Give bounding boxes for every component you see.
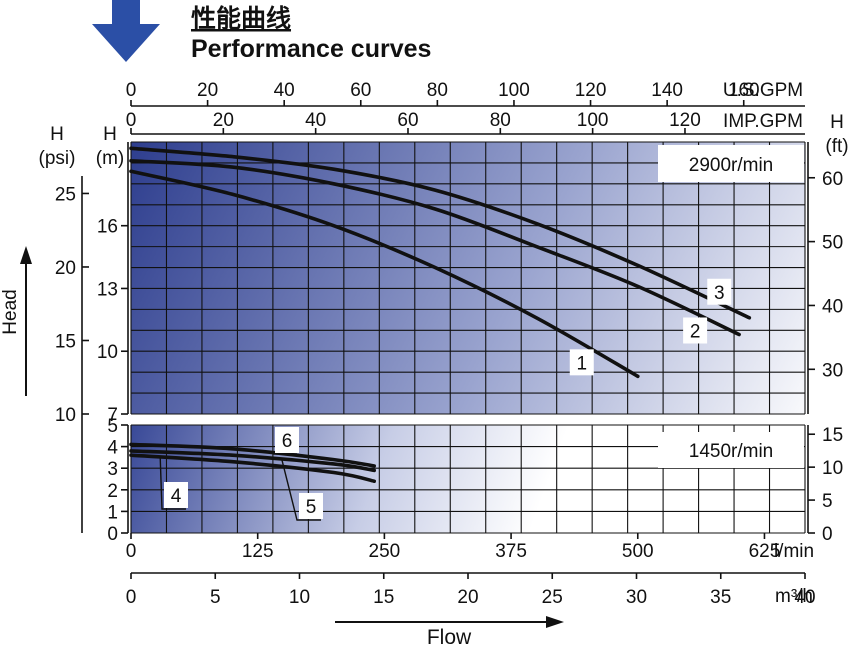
m3h-tick-label: 35 <box>710 587 731 608</box>
usgpm-tick-label: 40 <box>274 80 295 101</box>
usgpm-tick-label: 80 <box>427 80 448 101</box>
y-title-psi-h: H <box>50 124 64 145</box>
curve-label-6-box <box>275 427 299 453</box>
y-title-psi-unit: (psi) <box>39 148 76 169</box>
m-tick-label: 13 <box>97 279 118 300</box>
usgpm-tick-label: 160 <box>728 80 760 101</box>
svg-text:Head: Head <box>0 289 21 334</box>
m-tick-label: 10 <box>97 342 118 363</box>
usgpm-tick-label: 100 <box>498 80 530 101</box>
curve-label-3-box <box>707 278 732 305</box>
m-tick-label-lower: 0 <box>107 524 118 545</box>
m3h-unit-label: m³/h <box>775 586 813 607</box>
lpm-tick-label: 125 <box>242 541 274 562</box>
m3h-tick-label: 20 <box>457 587 478 608</box>
impgpm-tick-label: 100 <box>577 110 609 131</box>
lpm-tick-label: 500 <box>622 541 654 562</box>
m3h-tick-label: 40 <box>794 587 815 608</box>
usgpm-tick-label: 20 <box>197 80 218 101</box>
lpm-tick-label: 250 <box>369 541 401 562</box>
curve-label-4: 4 <box>171 486 182 507</box>
head-axis-label: Head <box>0 246 32 396</box>
speed-label-upper: 2900r/min <box>689 155 774 176</box>
y-title-m-unit: (m) <box>96 148 124 169</box>
ft-tick-label: 30 <box>822 360 843 381</box>
curve-3 <box>129 146 752 320</box>
usgpm-tick-label: 0 <box>126 80 137 101</box>
psi-tick-label: 20 <box>55 258 76 279</box>
speed-label-box-upper <box>658 145 804 182</box>
curve-label-6: 6 <box>282 431 293 452</box>
curve-label-2: 2 <box>690 321 701 342</box>
y-title-ft-unit: (ft) <box>825 136 848 157</box>
usgpm-tick-label: 60 <box>350 80 371 101</box>
m-tick-label: 16 <box>97 217 118 238</box>
flow-axis-label: Flow <box>335 616 564 646</box>
curve-6 <box>129 442 376 468</box>
curve-1 <box>129 169 640 379</box>
title-english: Performance curves <box>191 35 431 63</box>
speed-label-box-lower <box>658 432 804 468</box>
m3h-tick-label: 10 <box>289 587 310 608</box>
speed-label-lower: 1450r/min <box>689 441 774 462</box>
usgpm-unit-label: U.S.GPM <box>723 80 803 101</box>
curve-2 <box>129 159 741 337</box>
m-tick-label: 7 <box>107 405 118 426</box>
ft-tick-label-lower: 10 <box>822 458 843 479</box>
ft-tick-label: 50 <box>822 233 843 254</box>
upper-panel-background <box>131 142 805 414</box>
psi-tick-label: 10 <box>55 405 76 426</box>
psi-tick-label: 15 <box>55 331 76 352</box>
curve-4 <box>129 453 376 483</box>
lpm-tick-label: 625 <box>749 541 781 562</box>
impgpm-unit-label: IMP.GPM <box>723 111 803 132</box>
m-tick-label-lower: 4 <box>107 438 118 459</box>
down-arrow-icon <box>92 0 160 62</box>
curve-label-5: 5 <box>306 497 317 518</box>
y-title-ft-h: H <box>830 112 844 133</box>
curve-label-3: 3 <box>714 283 725 304</box>
m3h-tick-label: 25 <box>542 587 563 608</box>
lpm-unit-label: l/min <box>774 541 814 562</box>
m3h-tick-label: 15 <box>373 587 394 608</box>
y-title-m-h: H <box>103 124 117 145</box>
impgpm-tick-label: 80 <box>490 110 511 131</box>
m3h-tick-label: 30 <box>626 587 647 608</box>
ft-tick-label-lower: 15 <box>822 425 843 446</box>
curve-5 <box>129 449 376 473</box>
ft-tick-label: 40 <box>822 296 843 317</box>
curve-label-1-box <box>569 349 594 376</box>
title-chinese: 性能曲线 <box>191 4 291 33</box>
psi-tick-label: 25 <box>55 184 76 205</box>
curve-label-5-box <box>299 493 323 519</box>
curve-label-1: 1 <box>576 353 587 374</box>
impgpm-tick-label: 60 <box>397 110 418 131</box>
m-tick-label-lower: 3 <box>107 459 118 480</box>
lpm-tick-label: 375 <box>495 541 527 562</box>
svg-text:Flow: Flow <box>427 626 472 646</box>
ft-tick-label: 60 <box>822 169 843 190</box>
ft-tick-label-lower: 0 <box>822 524 833 545</box>
m-tick-label-lower: 1 <box>107 502 118 523</box>
impgpm-tick-label: 120 <box>669 110 701 131</box>
leader-4 <box>159 457 186 510</box>
m3h-tick-label: 0 <box>126 587 137 608</box>
impgpm-tick-label: 20 <box>213 110 234 131</box>
m3h-tick-label: 5 <box>210 587 221 608</box>
lpm-tick-label: 0 <box>126 541 137 562</box>
m-tick-label-lower: 5 <box>107 416 118 437</box>
m-tick-label-lower: 2 <box>107 481 118 502</box>
curve-label-4-box <box>164 482 188 508</box>
leader-5 <box>281 459 321 521</box>
impgpm-tick-label: 0 <box>126 110 137 131</box>
ft-tick-label-lower: 5 <box>822 491 833 512</box>
impgpm-tick-label: 40 <box>305 110 326 131</box>
usgpm-tick-label: 140 <box>651 80 683 101</box>
curve-label-2-box <box>683 317 708 344</box>
usgpm-tick-label: 120 <box>575 80 607 101</box>
